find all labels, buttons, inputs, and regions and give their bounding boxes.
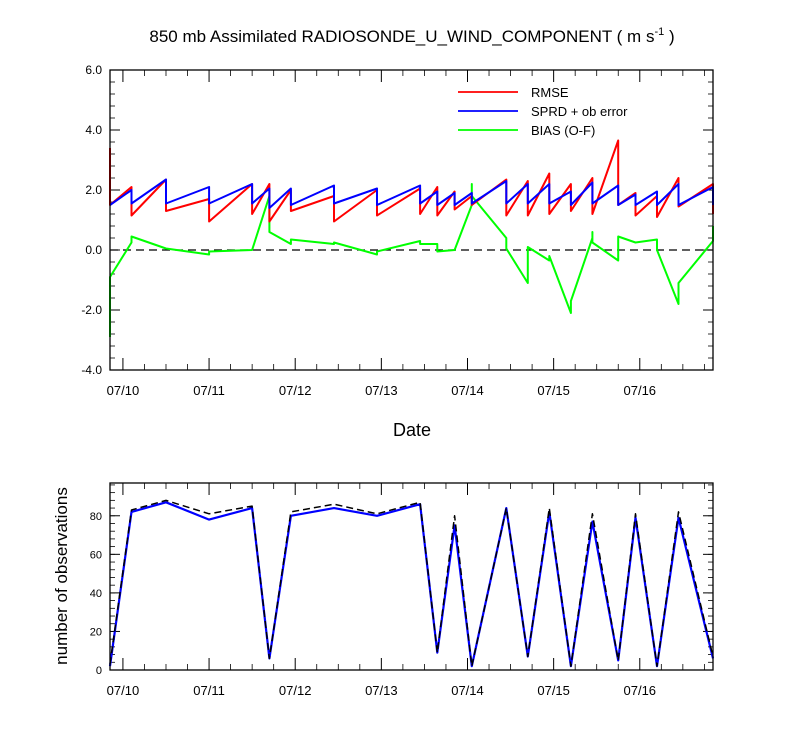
x-tick-label: 07/14	[451, 383, 484, 398]
bottom-y-ticks: 0 20 40 60 80	[90, 484, 713, 677]
x-tick-label: 07/16	[624, 383, 657, 398]
x-tick-label: 07/14	[451, 683, 484, 698]
series-line-bias-o-f-	[109, 183, 714, 337]
x-tick-label: 07/10	[107, 683, 140, 698]
x-tick-label: 07/15	[537, 683, 570, 698]
y-axis-label: number of observations	[52, 487, 71, 665]
y-tick-label: 80	[90, 511, 102, 523]
y-tick-label: 40	[90, 588, 102, 600]
y-tick-label: 0.0	[85, 243, 102, 257]
top-x-ticks: 07/10 07/11 07/12 07/13 07/14 07/15 07/16	[107, 70, 705, 398]
x-tick-label: 07/11	[193, 383, 225, 398]
series-line-possible-observations	[109, 499, 714, 667]
top-panel: 850 mb Assimilated RADIOSONDE_U_WIND_COM…	[81, 26, 714, 440]
y-tick-label: 20	[90, 626, 102, 638]
legend: RMSE SPRD + ob error BIAS (O-F)	[458, 85, 628, 138]
top-plot-frame	[109, 69, 714, 371]
y-tick-label: -2.0	[81, 303, 102, 317]
x-tick-label: 07/12	[279, 383, 312, 398]
series-line-rmse	[109, 139, 714, 223]
bottom-panel: 0 20 40 60 80 07/10 07/11 07/12 07/13 07/14 07/15…	[52, 482, 715, 698]
x-tick-label: 07/15	[537, 383, 570, 398]
bottom-series-group	[108, 499, 715, 668]
x-tick-label: 07/12	[279, 683, 312, 698]
y-tick-label: 0	[96, 665, 102, 677]
y-tick-label: 4.0	[85, 123, 102, 137]
y-tick-label: 2.0	[85, 183, 102, 197]
y-tick-label: 60	[90, 549, 102, 561]
series-line-assimilated-observations	[108, 501, 715, 668]
top-series-group	[109, 139, 714, 337]
legend-label: SPRD + ob error	[531, 104, 628, 119]
legend-label: RMSE	[531, 85, 569, 100]
x-tick-label: 07/10	[107, 383, 140, 398]
y-tick-label: 6.0	[85, 63, 102, 77]
x-tick-label: 07/13	[365, 683, 398, 698]
bottom-plot-frame	[109, 482, 714, 671]
bottom-x-ticks: 07/10 07/11 07/12 07/13 07/14 07/15 07/16	[107, 483, 705, 698]
x-tick-label: 07/16	[624, 683, 657, 698]
x-tick-label: 07/11	[193, 683, 225, 698]
series-line-sprd-ob-error	[109, 178, 714, 209]
y-tick-label: -4.0	[81, 363, 102, 377]
legend-label: BIAS (O-F)	[531, 123, 595, 138]
x-tick-label: 07/13	[365, 383, 398, 398]
x-axis-label: Date	[393, 420, 431, 440]
chart-title: 850 mb Assimilated RADIOSONDE_U_WIND_COM…	[149, 26, 674, 46]
